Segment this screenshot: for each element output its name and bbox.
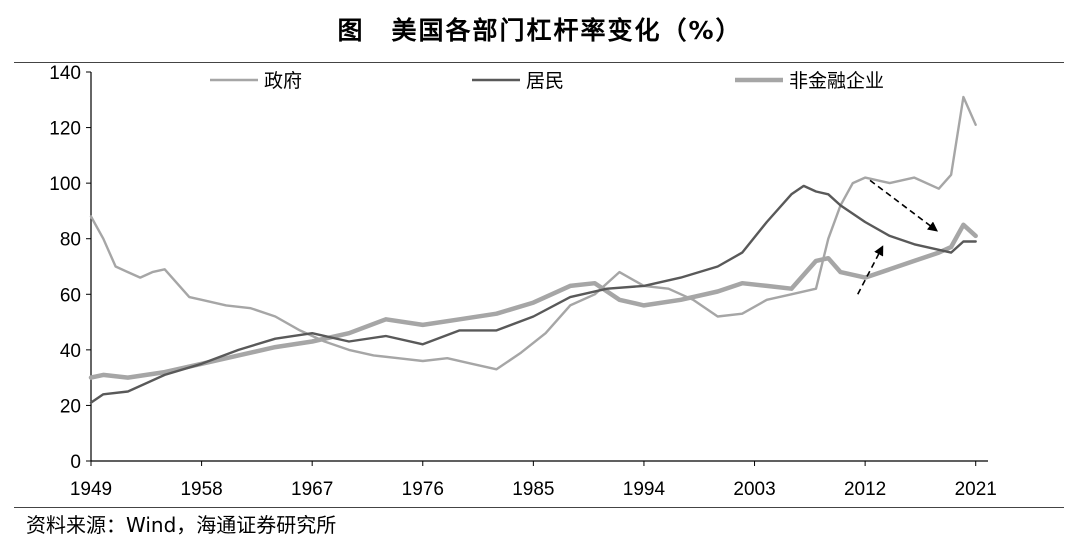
source-note: 资料来源：Wind，海通证券研究所	[26, 513, 337, 537]
title-divider	[14, 62, 1064, 63]
x-tick-label: 1958	[180, 479, 222, 500]
legend-label-1: 居民	[526, 70, 564, 92]
x-tick-label: 1976	[402, 479, 444, 500]
y-tick-label: 100	[49, 174, 81, 195]
chart-title: 图 美国各部门杠杆率变化（%）	[337, 16, 743, 45]
x-tick-label: 2003	[733, 479, 775, 500]
series-layer	[88, 95, 978, 404]
y-tick-label: 60	[60, 285, 81, 306]
x-tick-label: 1985	[512, 479, 554, 500]
source-divider	[14, 507, 1064, 508]
y-tick-label: 40	[60, 341, 81, 362]
trend-arrow-1	[857, 245, 884, 295]
series-line-0	[89, 95, 977, 371]
axes: 0 20 40 60 80 100 120 140 1949 1958 1967 1976 1985 19…	[49, 63, 997, 500]
y-tick-label: 20	[60, 396, 81, 417]
y-tick-label: 0	[70, 452, 81, 473]
x-tick-label: 2021	[955, 479, 997, 500]
y-tick-label: 80	[60, 230, 81, 251]
x-tick-label: 2012	[844, 479, 886, 500]
y-tick-label: 120	[49, 119, 81, 140]
x-tick-label: 1967	[291, 479, 333, 500]
legend-label-2: 非金融企业	[789, 70, 884, 92]
x-tick-label: 1949	[70, 479, 112, 500]
x-tick-label: 1994	[623, 479, 666, 500]
legend: 政府 居民 非金融企业	[210, 70, 884, 92]
series-line-2	[88, 222, 978, 380]
annotation-layer	[857, 179, 938, 295]
trend-arrow-0	[869, 179, 938, 232]
y-tick-label: 140	[49, 63, 81, 84]
series-line-1	[89, 184, 977, 404]
legend-label-0: 政府	[264, 70, 302, 92]
